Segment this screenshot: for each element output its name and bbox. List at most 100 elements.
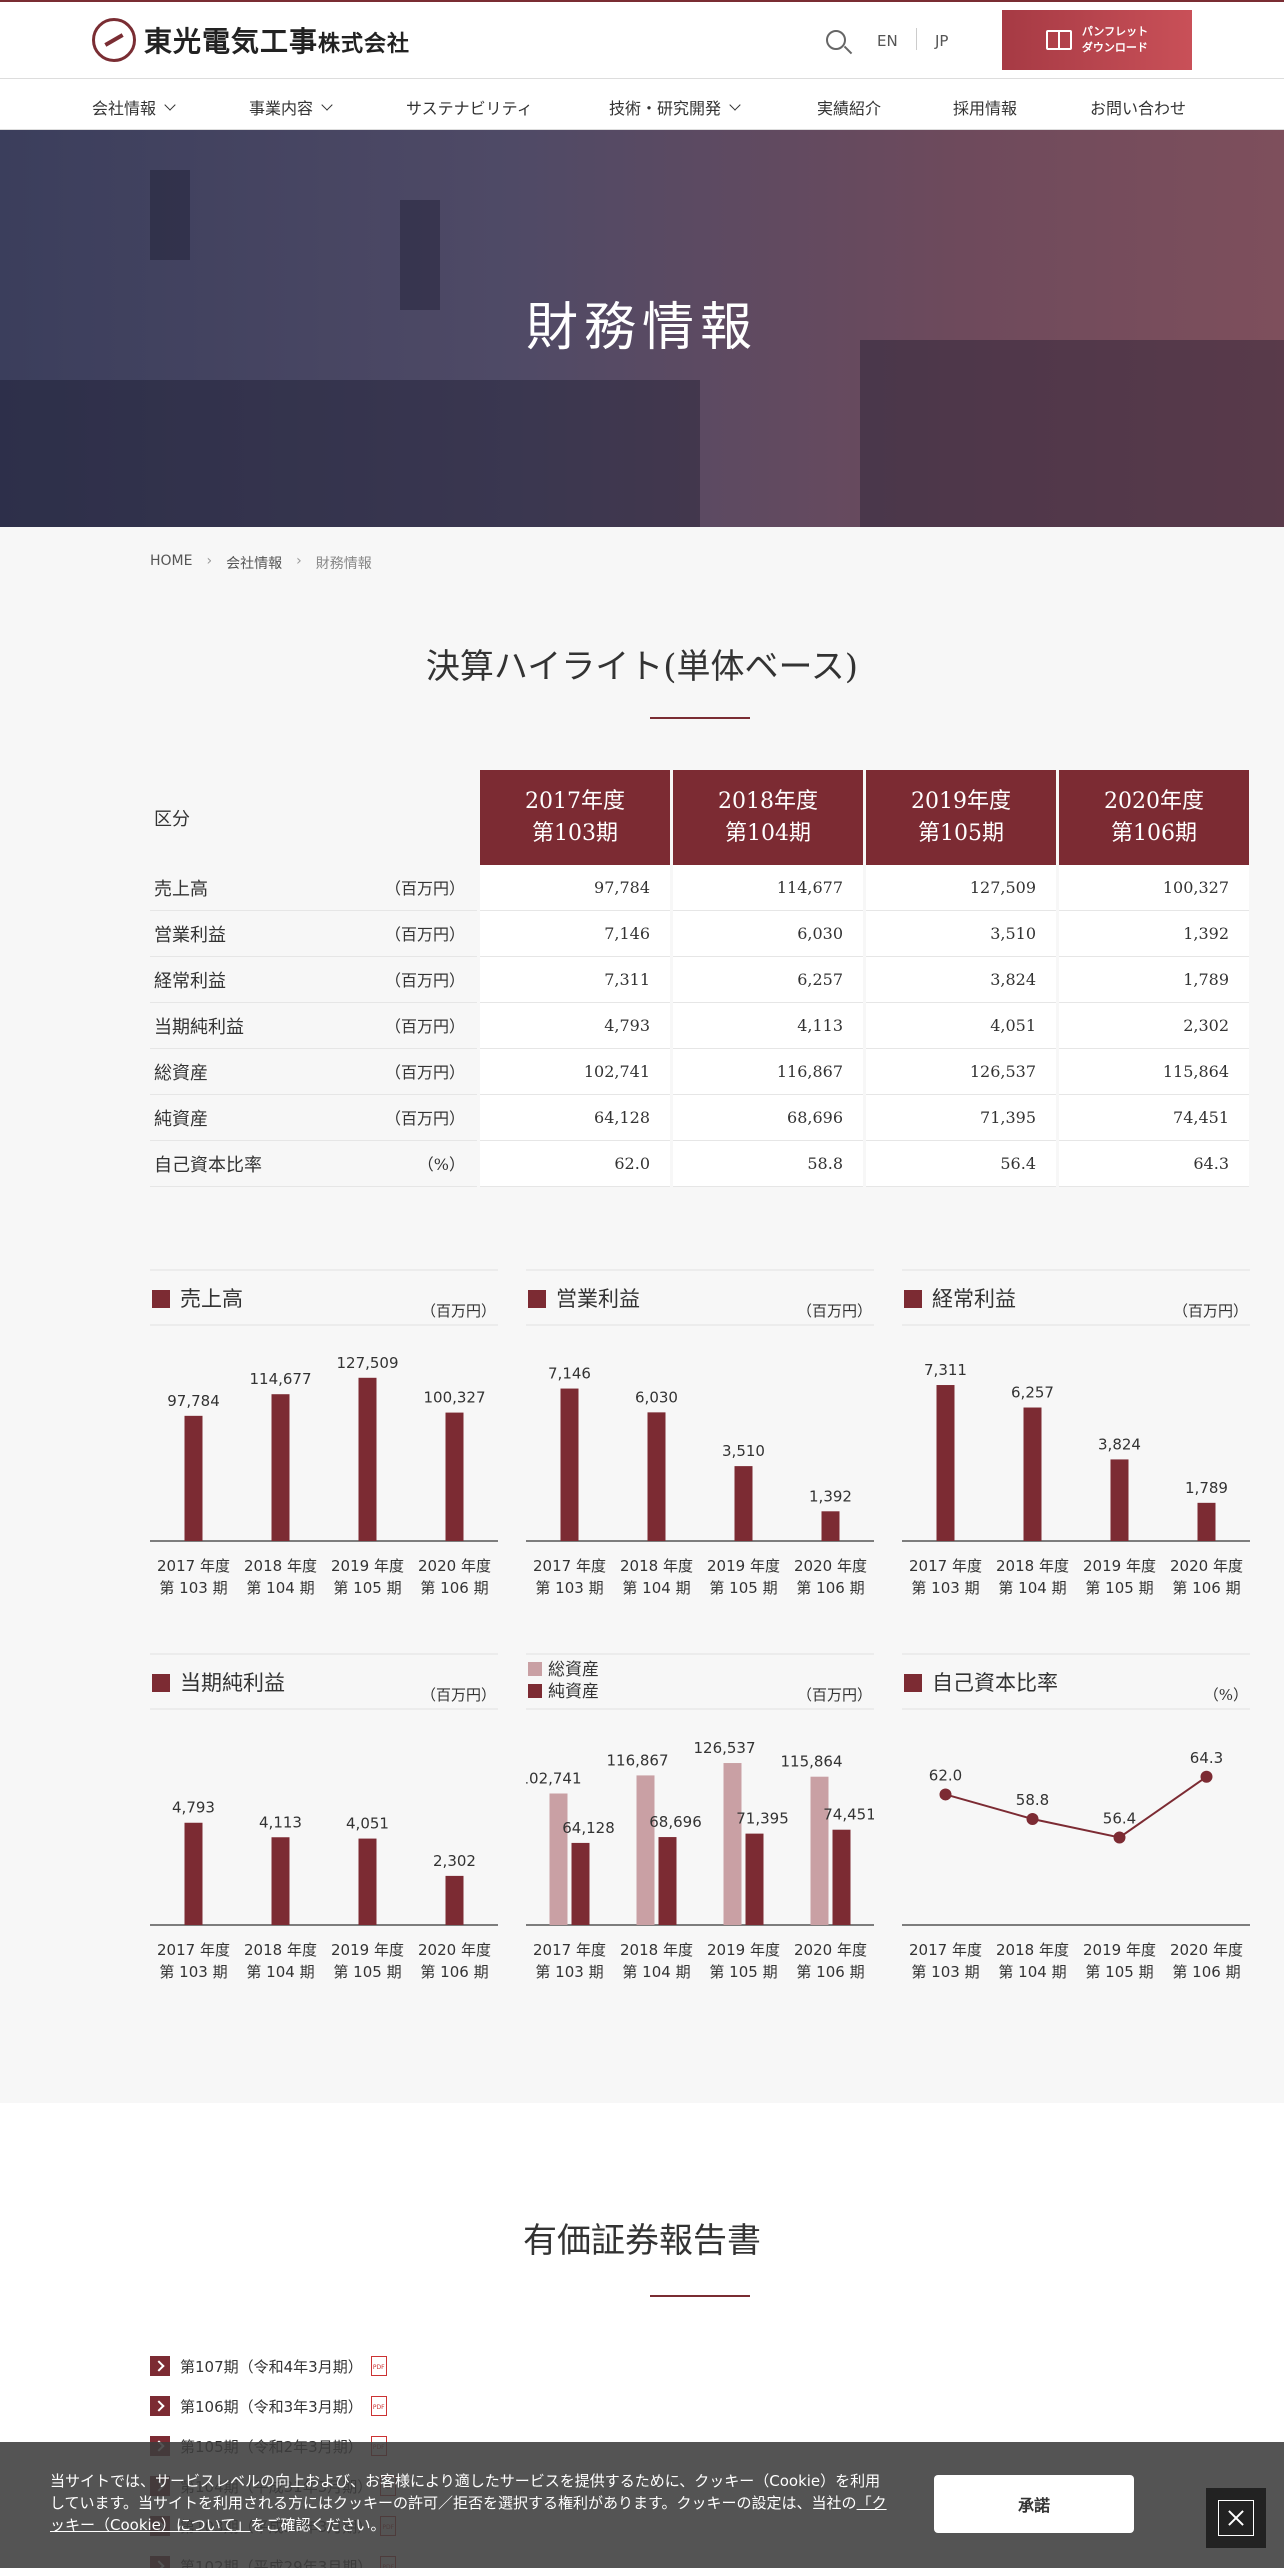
lang-en-link[interactable]: EN	[877, 32, 898, 50]
report-label: 第106期（令和3年3月期）	[180, 2397, 363, 2416]
x-tick-label: 2019 年度	[331, 1557, 404, 1575]
arrow-right-icon	[150, 2356, 170, 2376]
nav-item-works[interactable]: 実績紹介	[817, 95, 881, 119]
nav-label: 技術・研究開発	[609, 99, 722, 118]
row-unit: （百万円）	[384, 1108, 465, 1128]
table-row: 総資産 （百万円） 102,741 116,867 126,537 115,864	[150, 1049, 1249, 1095]
chart-assets: 総資産 純資産 （百万円） 2017 年度第 103 期 2018 年度第 104 期 2…	[526, 1653, 874, 1983]
bar	[658, 1837, 677, 1925]
breadcrumb-parent[interactable]: 会社情報	[226, 556, 283, 572]
data-label: 3,510	[722, 1442, 765, 1460]
table-cell: 102,741	[480, 1049, 670, 1095]
report-label: 第107期（令和4年3月期）	[180, 2357, 363, 2376]
table-row: 自己資本比率 （%） 62.0 58.8 56.4 64.3	[150, 1141, 1249, 1187]
chart-unit: （百万円）	[1173, 1302, 1248, 1320]
pamphlet-label-line1: パンフレット	[1081, 25, 1149, 38]
breadcrumb: HOME › 会社情報 › 財務情報	[150, 553, 372, 573]
chart-title: 自己資本比率	[932, 1671, 1058, 1695]
bar	[810, 1776, 829, 1925]
chart-title: 売上高	[180, 1287, 243, 1311]
bar	[936, 1385, 955, 1541]
nav-label: 実績紹介	[817, 99, 882, 118]
chart-title-marker	[152, 1674, 170, 1692]
report-link[interactable]: 第106期（令和3年3月期） PDF	[150, 2386, 396, 2426]
bar	[636, 1775, 655, 1925]
x-tick-label: 第 104 期	[998, 1579, 1066, 1597]
breadcrumb-home[interactable]: HOME	[150, 553, 193, 569]
data-label: 3,824	[1098, 1435, 1141, 1453]
x-tick-label: 第 103 期	[159, 1579, 227, 1597]
table-row: 営業利益 （百万円） 7,146 6,030 3,510 1,392	[150, 911, 1249, 957]
row-unit: （百万円）	[384, 970, 465, 990]
data-label: 2,302	[433, 1852, 476, 1870]
table-row: 経常利益 （百万円） 7,311 6,257 3,824 1,789	[150, 957, 1249, 1003]
chart-title-marker	[904, 1674, 922, 1692]
bar	[358, 1377, 377, 1541]
search-icon[interactable]	[826, 30, 846, 50]
chart-unit: （百万円）	[797, 1686, 872, 1704]
cookie-policy-link[interactable]: 「クッキー（Cookie）について」	[50, 2494, 887, 2534]
x-tick-label: 第 105 期	[333, 1963, 401, 1981]
bar	[271, 1394, 290, 1541]
x-tick-label: 第 105 期	[709, 1579, 777, 1597]
data-label: 100,327	[423, 1389, 485, 1407]
x-tick-label: 2020 年度	[794, 1941, 867, 1959]
data-label: 7,146	[548, 1365, 591, 1383]
table-cell: 62.0	[480, 1141, 670, 1187]
data-label: 64.3	[1190, 1749, 1223, 1767]
row-label: 売上高 （百万円）	[150, 865, 477, 911]
lang-jp-link[interactable]: JP	[935, 32, 949, 50]
table-header-year: 2019年度 第105期	[866, 770, 1056, 865]
data-label: 58.8	[1016, 1791, 1049, 1809]
nav-item-contact[interactable]: お問い合わせ	[1090, 95, 1186, 119]
data-label: 1,392	[809, 1487, 852, 1505]
x-tick-label: 第 106 期	[796, 1579, 864, 1597]
table-cell: 58.8	[673, 1141, 863, 1187]
chart-title-marker	[528, 1290, 546, 1308]
bar	[184, 1822, 203, 1925]
x-tick-label: 第 104 期	[998, 1963, 1066, 1981]
bar	[734, 1466, 753, 1541]
breadcrumb-separator-icon: ›	[206, 553, 213, 569]
cookie-accept-button[interactable]: 承諾	[934, 2475, 1134, 2533]
x-tick-label: 第 103 期	[535, 1579, 603, 1597]
chart-title: 経常利益	[932, 1287, 1016, 1311]
cookie-close-button[interactable]	[1206, 2488, 1266, 2548]
row-unit: （百万円）	[384, 924, 465, 944]
hero-ship-silhouette	[0, 380, 700, 527]
pamphlet-download-button[interactable]: パンフレット ダウンロード	[1002, 10, 1192, 70]
bar	[549, 1793, 568, 1925]
table-cell: 1,789	[1059, 957, 1249, 1003]
chart-ordinary-income: 経常利益 （百万円） 2017 年度第 103 期 2018 年度第 104 期 201…	[902, 1269, 1250, 1599]
x-tick-label: 2017 年度	[157, 1941, 230, 1959]
table-cell: 7,311	[480, 957, 670, 1003]
data-label: 62.0	[929, 1766, 962, 1784]
breadcrumb-current: 財務情報	[315, 556, 372, 572]
data-point	[939, 1788, 952, 1801]
cookie-text: 当サイトでは、サービスレベルの向上および、お客様により適したサービスを提供するた…	[50, 2472, 881, 2512]
section-title: 決算ハイライト(単体ベース)	[425, 647, 859, 687]
nav-item-technology[interactable]: 技術・研究開発	[609, 95, 741, 119]
cookie-text: をご確認ください。	[250, 2516, 386, 2534]
nav-label: お問い合わせ	[1090, 99, 1187, 118]
table-header-year: 2018年度 第104期	[673, 770, 863, 865]
x-tick-label: 2019 年度	[707, 1557, 780, 1575]
nav-item-recruit[interactable]: 採用情報	[953, 95, 1017, 119]
table-cell: 4,793	[480, 1003, 670, 1049]
nav-item-company[interactable]: 会社情報	[92, 95, 176, 119]
report-link[interactable]: 第107期（令和4年3月期） PDF	[150, 2346, 396, 2386]
nav-item-business[interactable]: 事業内容	[249, 95, 333, 119]
table-cell: 100,327	[1059, 865, 1249, 911]
row-label: 経常利益 （百万円）	[150, 957, 477, 1003]
table-row: 当期純利益 （百万円） 4,793 4,113 4,051 2,302	[150, 1003, 1249, 1049]
table-cell: 7,146	[480, 911, 670, 957]
data-label: 115,864	[780, 1753, 842, 1771]
chevron-down-icon	[164, 98, 176, 111]
data-label: 71,395	[736, 1810, 789, 1828]
pamphlet-label-line2: ダウンロード	[1081, 41, 1148, 54]
global-nav: 会社情報 事業内容 サステナビリティ 技術・研究開発 実績紹介 採用情報 お問い…	[0, 78, 1284, 130]
company-logo[interactable]: 東光電気工事株式会社	[92, 18, 410, 62]
nav-item-sustainability[interactable]: サステナビリティ	[406, 95, 533, 119]
x-tick-label: 第 106 期	[1172, 1963, 1240, 1981]
x-tick-label: 第 103 期	[911, 1579, 979, 1597]
